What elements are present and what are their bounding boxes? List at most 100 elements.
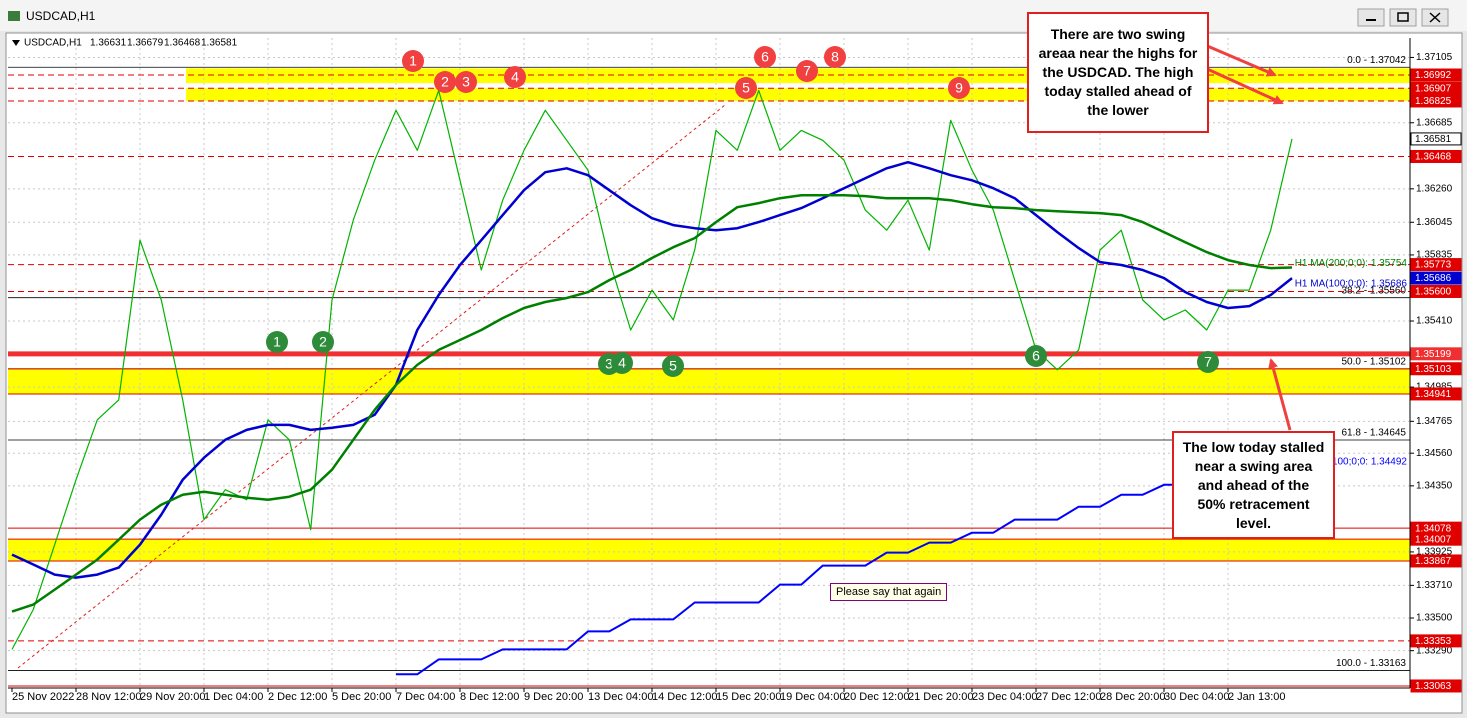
swing-marker [796,60,818,82]
price-box-label: 1.33063 [1415,681,1452,692]
price-box [1410,94,1462,108]
price-box-label: 1.36581 [1415,134,1452,145]
price-box [1410,284,1462,298]
price-box [1410,68,1462,82]
fib-trendline [17,104,726,669]
levels: 0.0 - 1.37042 38.2 - 1.35560 50.0 - 1.3510… [8,55,1410,687]
swing-marker-label: 6 [1032,348,1040,364]
x-tick-label: 29 Nov 20:00 [140,691,205,703]
swing-marker [824,46,846,68]
price-box [1410,387,1462,401]
header-price: 1.36468 [164,38,201,49]
swing-marker [455,71,477,93]
y-tick-label: 1.33290 [1416,645,1453,656]
swing-marker-label: 7 [803,63,811,79]
title-bar [0,0,1467,31]
header-price: 1.36631 [90,38,127,49]
price-box [1410,679,1462,693]
x-tick-label: 14 Dec 12:00 [652,691,717,703]
price-box [1410,634,1462,648]
series-label: :100;0;0: 1.34492 [1329,456,1407,467]
price-box [1410,532,1462,546]
price-box-label: 1.35686 [1415,273,1452,284]
support-zone [8,539,1410,561]
header-price: 1.36679 [127,38,164,49]
series-line [396,462,1292,676]
x-tick-label: 28 Nov 12:00 [76,691,141,703]
annotation: There are two swing areaa near the highs… [1027,12,1209,133]
x-tick-label: 28 Dec 20:00 [1100,691,1165,703]
fib-label: 50.0 - 1.35102 [1342,357,1407,368]
series-line [11,89,1293,650]
swing-marker-label: 5 [669,358,677,374]
support-zone [8,368,1410,394]
swing-marker-label: 1 [273,334,281,350]
swing-marker-label: 7 [1204,354,1212,370]
x-tick-label: 9 Dec 20:00 [524,691,583,703]
price-scale: 1.37105 1.36685 1.36260 1.36045 1.35835 1.354… [1410,52,1462,693]
swing-marker-label: 4 [618,355,626,371]
header-symbol: USDCAD,H1 [24,38,82,49]
minimize-button[interactable] [1357,8,1385,27]
y-tick-label: 1.36260 [1416,183,1453,194]
price-box-label: 1.33353 [1415,636,1452,647]
price-box [1410,132,1462,146]
x-tick-label: 1 Dec 04:00 [204,691,263,703]
x-tick-label: 7 Dec 04:00 [396,691,455,703]
chart-header: USDCAD,H1 1.36631 1.36679 1.36468 1.36581 [12,38,238,49]
fib-label: 100.0 - 1.33163 [1336,658,1406,669]
x-tick-label: 19 Dec 04:00 [780,691,845,703]
swing-marker-label: 3 [605,356,613,372]
swing-marker-label: 5 [742,80,750,96]
series-line [11,160,1293,579]
series-label: H1 MA(100;0;0): 1.35686 [1295,279,1408,290]
y-tick-label: 1.34350 [1416,480,1453,491]
price-box-label: 1.33867 [1415,556,1452,567]
window-controls[interactable] [1357,8,1449,27]
swing-marker-label: 4 [511,69,519,85]
price-box [1410,149,1462,163]
price-box-label: 1.35600 [1415,287,1452,298]
y-tick-label: 1.36045 [1416,217,1453,228]
y-tick-label: 1.34765 [1416,416,1453,427]
x-tick-label: 2 Dec 12:00 [268,691,327,703]
y-tick-label: 1.33500 [1416,613,1453,624]
price-box-label: 1.35773 [1415,260,1452,271]
y-tick-label: 1.36685 [1416,117,1453,128]
swing-marker-label: 2 [441,74,449,90]
swing-marker [735,77,757,99]
swing-marker [402,50,424,72]
x-tick-label: 5 Dec 20:00 [332,691,391,703]
price-box-label: 1.36992 [1415,70,1452,81]
x-tick-label: 15 Dec 20:00 [716,691,781,703]
swing-marker [611,352,633,374]
y-tick-label: 1.34560 [1416,448,1453,459]
price-box [1410,81,1462,95]
fib-label: 61.8 - 1.34645 [1342,428,1407,439]
swing-marker-label: 8 [831,49,839,65]
swing-marker-label: 9 [955,80,963,96]
swing-marker [312,331,334,353]
y-tick-label: 1.37105 [1416,52,1453,63]
x-tick-label: 20 Dec 12:00 [844,691,909,703]
x-tick-label: 30 Dec 04:00 [1164,691,1229,703]
x-tick-label: 8 Dec 12:00 [460,691,519,703]
swing-marker [504,66,526,88]
swing-marker [1025,345,1047,367]
price-box-label: 1.36907 [1415,83,1452,94]
fib-label: 38.2 - 1.35560 [1342,285,1407,296]
support-zone [186,88,1410,101]
y-tick-label: 1.34985 [1416,382,1453,393]
price-box [1410,362,1462,376]
window-title: USDCAD,H1 [26,9,96,23]
y-tick-label: 1.35410 [1416,316,1453,327]
series-line [11,193,1293,613]
annotation: Please say that again [830,583,948,601]
x-tick-label: 27 Dec 12:00 [1036,691,1101,703]
x-tick-label: 21 Dec 20:00 [908,691,973,703]
maximize-button[interactable] [1389,8,1417,27]
window-icon [8,11,20,21]
